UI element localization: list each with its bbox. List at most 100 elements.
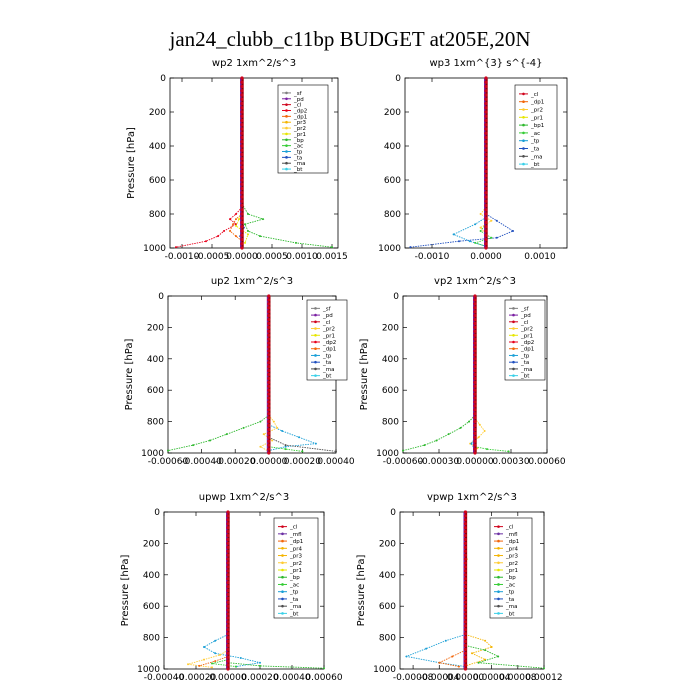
x-tick-label: 0.0015 xyxy=(316,252,348,262)
data-point xyxy=(512,230,514,232)
profile-marker xyxy=(240,186,244,191)
x-tick-label: 0.00008 xyxy=(499,673,536,683)
legend-marker xyxy=(285,161,288,165)
profile-marker xyxy=(463,553,468,557)
y-tick-label: 600 xyxy=(143,602,160,612)
profile-marker xyxy=(226,647,230,651)
legend-label: _sf xyxy=(322,306,332,312)
profile-marker xyxy=(226,651,230,655)
profile-marker xyxy=(240,203,244,208)
profile-marker xyxy=(240,152,244,157)
data-point xyxy=(451,655,454,658)
profile-marker xyxy=(267,376,271,381)
profile-marker xyxy=(484,80,488,84)
data-point xyxy=(435,439,438,442)
legend-label: _pr3 xyxy=(289,554,303,560)
y-tick-label: 800 xyxy=(147,418,164,428)
data-point xyxy=(229,218,231,221)
legend-marker xyxy=(512,347,515,351)
profile-marker xyxy=(473,435,477,439)
profile-marker xyxy=(463,596,468,600)
profile-marker xyxy=(240,182,244,186)
legend-marker xyxy=(512,307,515,310)
profile-marker xyxy=(267,321,271,326)
legend-marker xyxy=(285,91,288,95)
legend-label: _pr2 xyxy=(293,126,306,132)
series-line-tp xyxy=(268,424,316,452)
legend-marker xyxy=(281,561,284,565)
legend-label: _pr3 xyxy=(505,554,519,560)
profile-marker xyxy=(473,337,477,341)
legend-marker xyxy=(512,320,515,324)
legend-label: _ac xyxy=(289,582,299,588)
profile-marker xyxy=(240,174,244,178)
profile-marker xyxy=(473,400,477,404)
data-point xyxy=(259,661,261,664)
profile-marker xyxy=(267,400,271,404)
legend-label: _bt xyxy=(520,374,530,380)
y-tick-label: 1000 xyxy=(141,449,164,459)
y-tick-label: 0 xyxy=(154,508,160,518)
profile-marker xyxy=(267,345,271,349)
legend-label: _dp1 xyxy=(530,100,544,106)
profile-marker xyxy=(484,242,488,246)
profile-marker xyxy=(267,314,271,318)
x-tick-label: -0.00030 xyxy=(419,457,460,467)
x-tick-label: 0.00000 xyxy=(209,673,246,683)
y-tick-label: 400 xyxy=(147,355,164,365)
profile-marker xyxy=(484,76,488,80)
legend-label: _tp xyxy=(505,590,515,596)
profile-marker xyxy=(240,242,244,246)
profile-marker xyxy=(484,229,488,233)
data-point xyxy=(232,223,234,226)
legend-marker xyxy=(281,575,284,579)
profile-marker xyxy=(267,392,271,396)
data-point xyxy=(259,420,262,423)
profile-marker xyxy=(267,302,271,306)
legend-marker xyxy=(314,367,317,371)
profile-marker xyxy=(226,522,230,526)
profile-marker xyxy=(267,408,271,412)
series-line-bp xyxy=(227,662,325,669)
profile-marker xyxy=(463,549,468,553)
data-point xyxy=(543,667,545,670)
legend-marker xyxy=(285,97,288,101)
profile-marker xyxy=(240,237,244,242)
profile-marker xyxy=(226,596,230,600)
profile-marker xyxy=(463,573,468,577)
legend-label: _dp1 xyxy=(520,347,534,353)
legend-label: _dp2 xyxy=(293,109,307,115)
legend-label: _cl xyxy=(293,103,302,109)
profile-marker xyxy=(267,368,271,373)
series-line-dp1 xyxy=(199,655,229,667)
y-tick-label: 400 xyxy=(149,142,166,152)
profile-marker xyxy=(484,118,488,123)
series-line-pr2 xyxy=(469,418,486,452)
legend-box xyxy=(514,84,558,170)
profile-marker xyxy=(473,345,477,349)
profile-marker xyxy=(240,114,244,118)
series-line-bp xyxy=(402,414,476,452)
x-tick-label: -0.0010 xyxy=(415,252,450,262)
legend-label: _bt xyxy=(530,162,540,168)
profile-marker xyxy=(226,600,230,604)
y-tick-label: 1000 xyxy=(376,449,399,459)
profile-marker xyxy=(463,620,468,624)
legend-marker xyxy=(314,320,317,324)
legend-marker xyxy=(497,568,500,572)
profile-marker xyxy=(473,314,477,318)
data-point xyxy=(314,442,317,445)
legend: _cl_mfl_dp1_pr4_pr3_pr2_pr1_bp_ac_tp_ta_… xyxy=(273,517,319,619)
legend-marker xyxy=(314,313,317,317)
profile-marker xyxy=(240,161,244,165)
profile-marker xyxy=(240,110,244,114)
panel-title: wp3 1xm^{3} s^{-4} xyxy=(429,58,542,69)
data-point xyxy=(323,667,325,670)
y-tick-label: 400 xyxy=(384,142,401,152)
legend-label: _tp xyxy=(530,139,540,145)
x-tick-label: 0.00040 xyxy=(273,673,310,683)
profile-marker xyxy=(473,420,477,424)
profile-marker xyxy=(240,135,244,140)
profile-marker xyxy=(484,93,488,97)
profile-marker xyxy=(484,208,488,212)
